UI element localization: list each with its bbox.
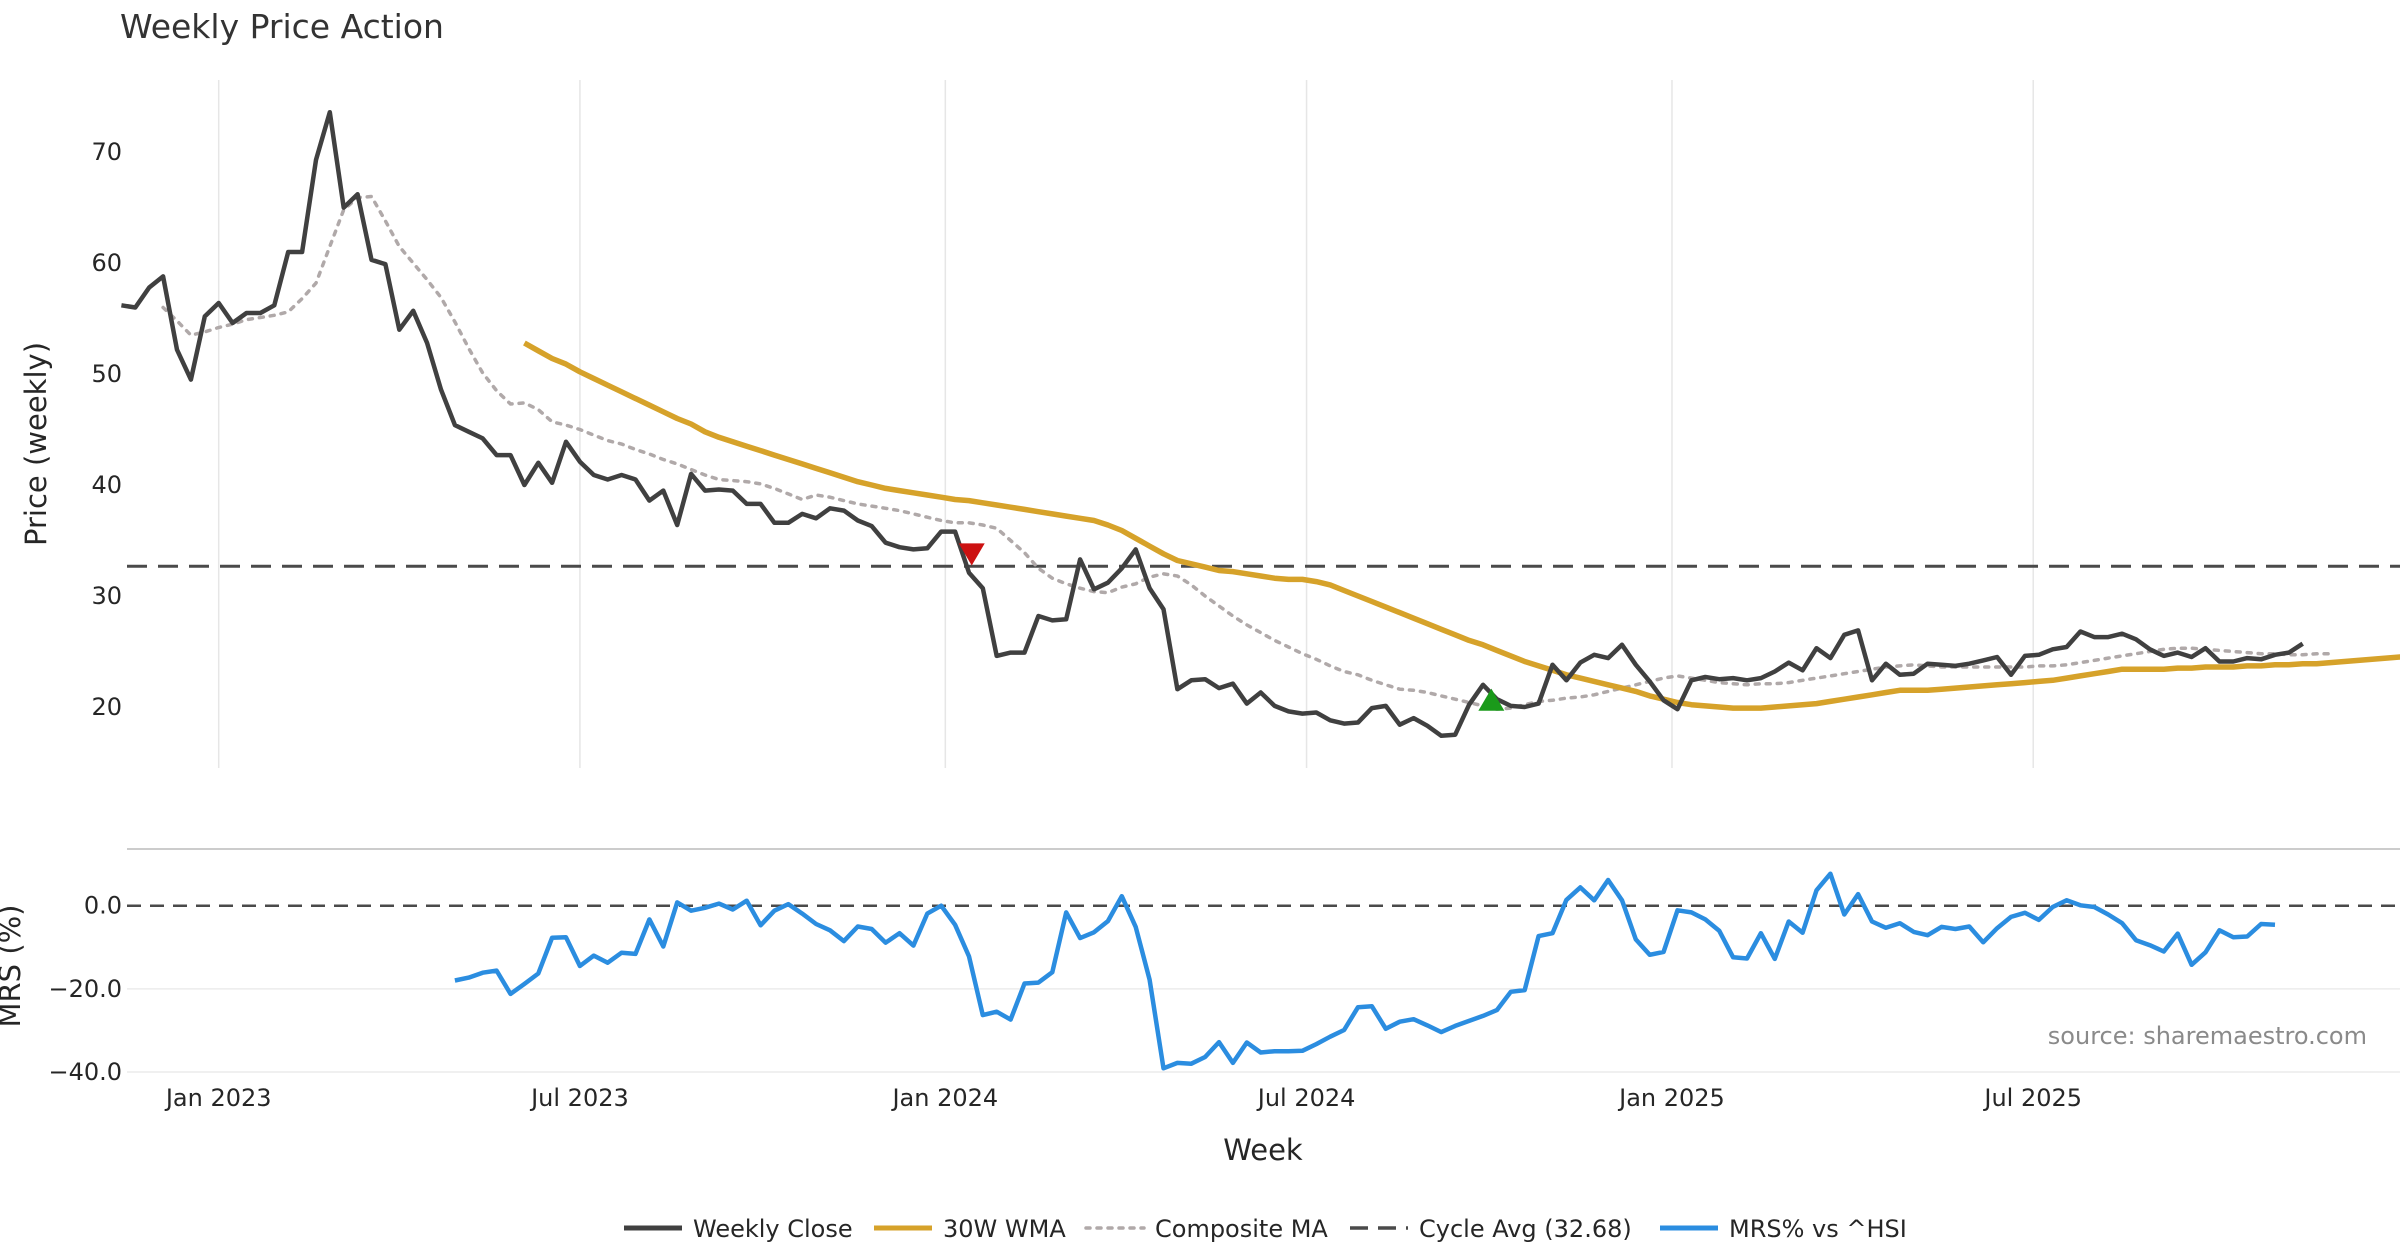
x-tick-label: Jul 2025 [1982,1084,2082,1112]
price-y-tick-label: 40 [91,471,122,499]
legend-label: Cycle Avg (32.68) [1419,1215,1632,1243]
x-tick-label: Jul 2024 [1256,1084,1356,1112]
legend-label: MRS% vs ^HSI [1729,1215,1907,1243]
series-weekly-close [121,109,2304,739]
x-axis: Jan 2023 Jul 2023 Jan 2024 Jul 2024 Jan 2025… [164,1084,2082,1112]
legend: Weekly Close 30W WMA Composite MA Cycle Avg… [624,1215,1907,1243]
legend-label: 30W WMA [943,1215,1066,1243]
mrs-y-tick-label: 0.0 [84,892,122,920]
mrs-y-label: MRS (%) [0,905,27,1028]
mrs-y-tick-label: −20.0 [48,975,122,1003]
x-tick-label: Jan 2024 [890,1084,998,1112]
price-gridlines [217,80,2034,768]
mrs-y-tick-label: −40.0 [48,1058,122,1086]
x-tick-label: Jan 2025 [1617,1084,1725,1112]
series-mrs-vs-hsi [454,871,2276,1071]
legend-label: Composite MA [1155,1215,1328,1243]
series-composite-ma [161,194,2333,711]
mrs-y-axis: 0.0 −20.0 −40.0 [48,892,122,1086]
price-y-tick-label: 50 [91,360,122,388]
signal-markers [958,543,1505,711]
buy-signal-marker [1478,688,1505,711]
x-tick-label: Jan 2023 [164,1084,272,1112]
legend-label: Weekly Close [693,1215,853,1243]
price-y-axis: 20 30 40 50 60 70 [91,138,122,721]
price-y-label: Price (weekly) [19,342,53,546]
series-30w-wma [523,340,2400,711]
price-y-tick-label: 30 [91,582,122,610]
sell-signal-marker [958,543,985,566]
price-y-tick-label: 20 [91,693,122,721]
source-credit: source: sharemaestro.com [2048,1022,2367,1050]
chart-title: Weekly Price Action [120,7,444,46]
x-tick-label: Jul 2023 [529,1084,629,1112]
price-y-tick-label: 70 [91,138,122,166]
x-axis-label: Week [1223,1133,1303,1167]
price-y-tick-label: 60 [91,249,122,277]
